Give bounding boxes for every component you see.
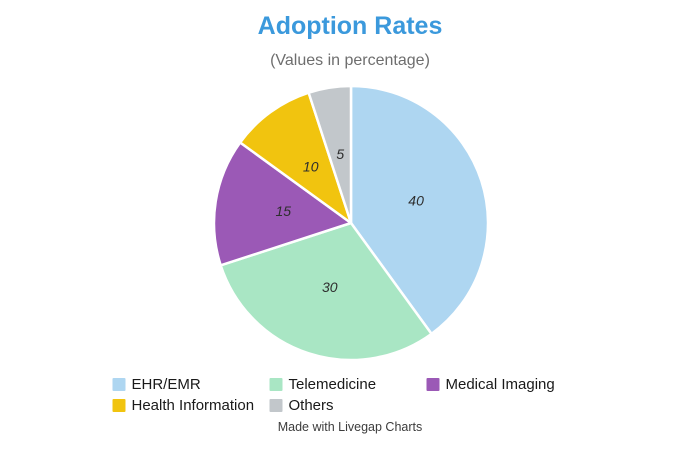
- legend-label: Others: [288, 397, 334, 414]
- pie-slice-telemedicine: [219, 221, 433, 362]
- legend-item-health-information: Health Information: [112, 395, 270, 416]
- legend-swatch-ehr-emr: [112, 378, 126, 391]
- pie-chart: 40 30 15 10 5: [212, 84, 490, 362]
- legend-label: EHR/EMR: [131, 376, 201, 393]
- legend-item-ehr-emr: EHR/EMR: [112, 374, 270, 395]
- legend-swatch-health-information: [112, 399, 126, 412]
- legend-label: Medical Imaging: [445, 376, 555, 393]
- legend: EHR/EMR Telemedicine Medical Imaging Health…: [112, 374, 588, 416]
- slice-value-label-ehr-emr: 40: [408, 193, 424, 209]
- pie-slice-ehr-emr: [349, 84, 490, 336]
- legend-item-telemedicine: Telemedicine: [269, 374, 427, 395]
- slice-value-label-health-information: 10: [303, 158, 319, 174]
- credit-text: Made with Livegap Charts: [277, 420, 423, 434]
- legend-label: Telemedicine: [288, 376, 377, 393]
- chart-title: Adoption Rates: [257, 12, 443, 40]
- legend-item-others: Others: [269, 395, 427, 416]
- legend-item-medical-imaging: Medical Imaging: [426, 374, 584, 395]
- chart-subtitle: (Values in percentage): [270, 52, 430, 69]
- legend-label: Health Information: [131, 397, 255, 414]
- pie-slice-health-information: [238, 91, 353, 225]
- pie-slice-medical-imaging: [212, 141, 353, 267]
- pie-slice-others: [307, 84, 353, 225]
- legend-swatch-telemedicine: [269, 378, 283, 391]
- slice-value-label-medical-imaging: 15: [276, 203, 292, 219]
- legend-swatch-others: [269, 399, 283, 412]
- slice-value-label-others: 5: [336, 146, 344, 162]
- slice-value-label-telemedicine: 30: [322, 279, 338, 295]
- legend-swatch-medical-imaging: [426, 378, 440, 391]
